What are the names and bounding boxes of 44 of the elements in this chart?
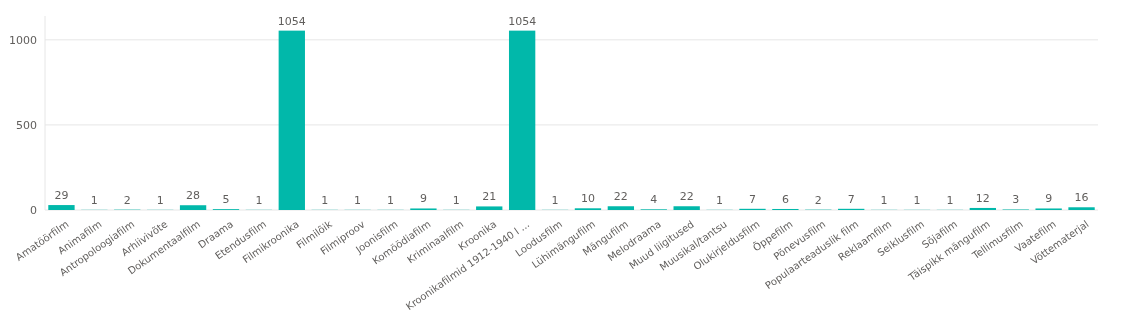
data-label: 1 bbox=[321, 193, 329, 207]
data-label: 3 bbox=[1012, 193, 1020, 207]
data-label: 7 bbox=[847, 192, 855, 206]
bar bbox=[969, 207, 996, 210]
data-label: 1 bbox=[913, 193, 921, 207]
bar bbox=[476, 206, 503, 210]
data-label: 5 bbox=[222, 193, 230, 207]
data-label: 29 bbox=[54, 189, 69, 203]
data-label: 2 bbox=[814, 193, 822, 207]
data-label: 21 bbox=[482, 190, 497, 204]
data-label: 1 bbox=[156, 193, 164, 207]
data-label: 6 bbox=[781, 192, 789, 206]
data-label: 28 bbox=[186, 189, 201, 203]
y-tick-label: 1000 bbox=[9, 33, 37, 47]
data-label: 22 bbox=[679, 190, 694, 204]
bar bbox=[48, 205, 75, 210]
bar bbox=[508, 30, 536, 210]
bar bbox=[673, 206, 700, 210]
data-label: 2 bbox=[123, 193, 131, 207]
data-label: 1054 bbox=[508, 14, 537, 28]
data-label: 1 bbox=[946, 193, 954, 207]
bar bbox=[1068, 207, 1095, 210]
data-label: 1 bbox=[387, 193, 395, 207]
data-label: 12 bbox=[975, 191, 990, 205]
y-tick-label: 500 bbox=[16, 118, 37, 132]
data-label: 16 bbox=[1074, 191, 1089, 205]
data-label: 1 bbox=[255, 193, 263, 207]
data-label: 1 bbox=[716, 193, 724, 207]
y-tick-label: 0 bbox=[30, 203, 37, 217]
data-label: 1054 bbox=[277, 14, 306, 28]
data-label: 7 bbox=[748, 192, 756, 206]
bar bbox=[278, 30, 305, 210]
data-label: 9 bbox=[1045, 192, 1053, 206]
data-label: 1 bbox=[452, 193, 460, 207]
data-label: 9 bbox=[419, 192, 427, 206]
data-label: 1 bbox=[90, 193, 98, 207]
bar bbox=[179, 205, 207, 210]
data-label: 10 bbox=[580, 192, 595, 206]
data-label: 1 bbox=[880, 193, 888, 207]
data-label: 4 bbox=[650, 193, 658, 207]
data-label: 1 bbox=[354, 193, 362, 207]
data-label: 1 bbox=[551, 193, 559, 207]
data-label: 22 bbox=[613, 190, 628, 204]
bar bbox=[607, 206, 635, 210]
